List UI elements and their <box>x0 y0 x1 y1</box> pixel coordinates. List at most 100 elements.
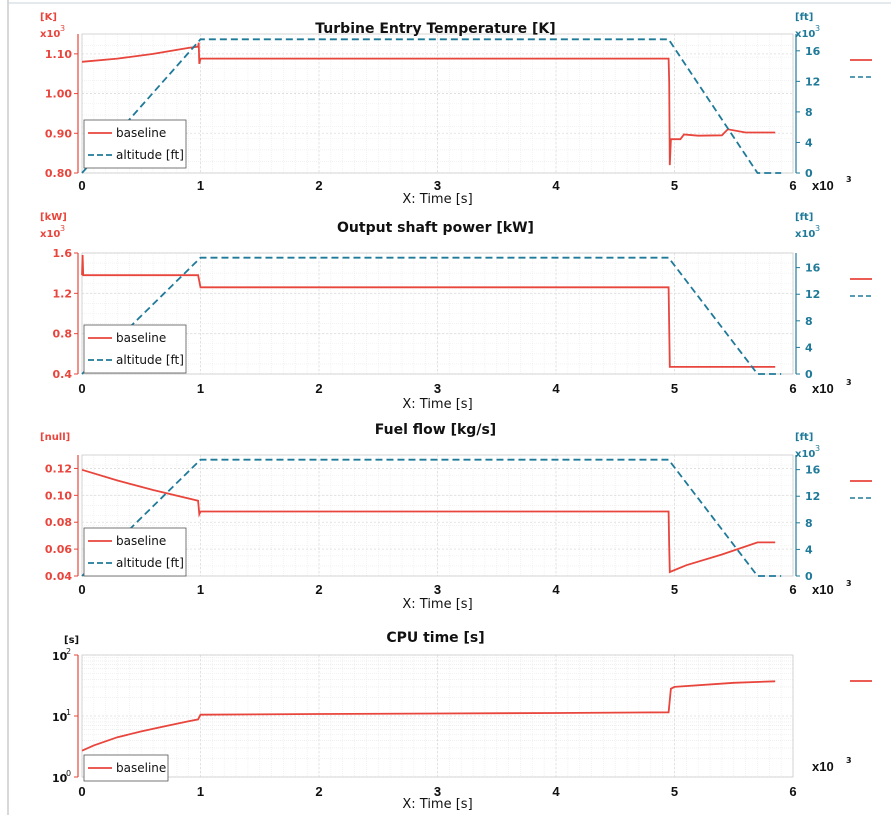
x-axis-scale: x10 <box>812 582 834 597</box>
left-axis-unit: [K] <box>40 12 57 23</box>
legend-box <box>83 119 187 169</box>
left-tick-label: 1.6 <box>53 247 73 260</box>
x-tick-label: 2 <box>315 381 322 396</box>
x-tick-label: 2 <box>315 784 322 799</box>
right-tick-label: 0 <box>805 167 813 180</box>
legend-label-baseline: baseline <box>116 761 166 775</box>
left-tick-label: 0.8 <box>53 328 73 341</box>
x-tick-label: 3 <box>434 381 441 396</box>
left-tick-label: 10 <box>52 711 68 724</box>
x-tick-label: 6 <box>789 178 796 193</box>
x-axis-scale-power: 3 <box>846 175 852 184</box>
left-tick-label: 10 <box>52 772 68 785</box>
x-axis-scale-power: 3 <box>846 756 852 765</box>
right-tick-label: 0 <box>805 368 813 381</box>
x-tick-label: 1 <box>197 178 204 193</box>
plot-area <box>81 454 794 577</box>
left-tick-label: 0.06 <box>45 543 72 556</box>
chart-title: Turbine Entry Temperature [K] <box>315 21 555 37</box>
x-tick-label: 1 <box>197 381 204 396</box>
left-tick-label: 0.04 <box>45 570 72 583</box>
right-axis-scale-power: 3 <box>815 444 820 453</box>
right-tick-label: 16 <box>805 45 821 58</box>
series-line-baseline <box>81 254 776 368</box>
chart-title: CPU time [s] <box>386 630 484 646</box>
x-axis-dash: - <box>435 580 439 595</box>
x-tick-label: 6 <box>789 784 796 799</box>
x-tick-label: 4 <box>552 381 560 396</box>
plot-area <box>81 252 794 375</box>
chart-title: Fuel flow [kg/s] <box>375 422 496 438</box>
x-axis-scale: x10 <box>812 178 834 193</box>
series-line-altitude <box>81 256 782 375</box>
right-tick-label: 4 <box>805 341 813 354</box>
chart-title: Output shaft power [kW] <box>337 220 534 236</box>
x-tick-label: 1 <box>197 784 204 799</box>
x-axis-dash: - <box>435 176 439 191</box>
left-axis-scale: x10 <box>40 29 60 40</box>
x-tick-label: 5 <box>671 381 678 396</box>
right-axis-unit: [ft] <box>795 432 813 443</box>
plot-area <box>81 33 794 174</box>
x-axis-label: X: Time [s] <box>402 597 472 612</box>
left-axis-unit: [s] <box>64 635 79 646</box>
x-tick-label: 6 <box>789 381 796 396</box>
legend-box <box>83 324 187 374</box>
left-tick-label: 0.90 <box>45 127 72 140</box>
right-tick-label: 12 <box>805 75 820 88</box>
chart-panel-3: Fuel flow [kg/s] [null] 0.04 0.06 0.08 0.10 0.… <box>40 422 872 612</box>
legend-label-altitude: altitude [ft] <box>116 556 184 570</box>
right-tick-label: 12 <box>805 490 820 503</box>
x-tick-label: 3 <box>434 178 441 193</box>
legend-box <box>83 527 187 577</box>
right-tick-label: 16 <box>805 464 821 477</box>
left-axis-unit: [kW] <box>40 212 67 223</box>
x-axis-dash: - <box>435 379 439 394</box>
x-axis-scale-power: 3 <box>846 378 852 387</box>
right-axis-scale-power: 3 <box>815 24 820 33</box>
right-tick-label: 16 <box>805 262 821 275</box>
left-tick-label: 1.2 <box>53 287 73 300</box>
left-tick-label: 0.08 <box>45 516 72 529</box>
left-axis-scale-power: 3 <box>60 224 65 233</box>
left-tick-label: 1.10 <box>45 48 72 61</box>
x-tick-label: 5 <box>671 582 678 597</box>
x-axis-label: X: Time [s] <box>402 192 472 207</box>
left-tick-label-power: 2 <box>66 647 71 656</box>
x-tick-label: 2 <box>315 178 322 193</box>
left-axis-scale-power: 3 <box>60 24 65 33</box>
right-axis-unit: [ft] <box>795 212 813 223</box>
x-axis-label: X: Time [s] <box>402 397 472 412</box>
right-tick-label: 0 <box>805 570 813 583</box>
plot-area <box>81 654 794 778</box>
right-axis-scale: x10 <box>795 229 815 240</box>
legend-label-altitude: altitude [ft] <box>116 353 184 367</box>
x-tick-label: 0 <box>78 582 85 597</box>
right-axis-unit: [ft] <box>795 12 813 23</box>
series-line-baseline <box>81 42 776 166</box>
series-line-baseline <box>81 468 776 574</box>
right-tick-label: 4 <box>805 543 813 556</box>
left-tick-label: 0.4 <box>53 368 73 381</box>
left-tick-label-power: 1 <box>66 708 71 717</box>
legend-label-baseline: baseline <box>116 331 166 345</box>
left-tick-label: 1.00 <box>45 88 72 101</box>
x-tick-label: 4 <box>552 582 560 597</box>
x-tick-label: 5 <box>671 178 678 193</box>
left-tick-label-power: 0 <box>66 769 71 778</box>
x-tick-label: 4 <box>552 784 560 799</box>
right-tick-label: 8 <box>805 315 813 328</box>
x-tick-label: 5 <box>671 784 678 799</box>
right-axis-scale: x10 <box>795 29 815 40</box>
left-tick-label: 10 <box>52 650 68 663</box>
series-line-altitude <box>81 38 782 174</box>
legend-label-altitude: altitude [ft] <box>116 148 184 162</box>
chart-panel-2: Output shaft power [kW] [kW] x10 3 0.4 0.8 1.2… <box>40 212 872 412</box>
series-line-altitude <box>81 458 782 577</box>
legend-label-baseline: baseline <box>116 534 166 548</box>
x-tick-label: 2 <box>315 582 322 597</box>
x-tick-label: 4 <box>552 178 560 193</box>
x-axis-scale: x10 <box>812 381 834 396</box>
x-axis-label: X: Time [s] <box>402 797 472 812</box>
